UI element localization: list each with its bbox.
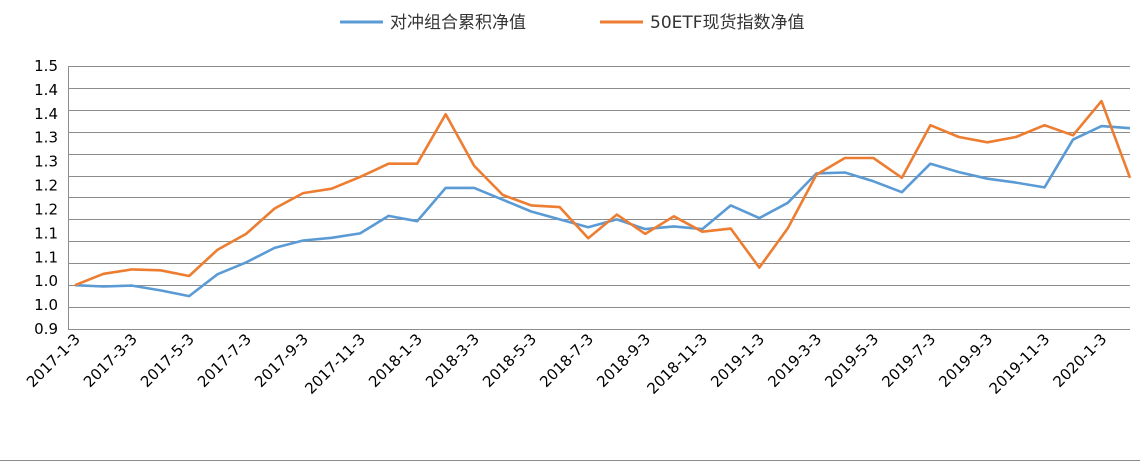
x-tick-label: 2018-3-3	[422, 330, 483, 391]
x-tick-label: 2017-5-3	[137, 330, 198, 391]
x-tick-label: 2019-5-3	[821, 330, 882, 391]
y-tick-label: 1.2	[34, 177, 58, 195]
y-tick-label: 1.4	[34, 105, 58, 123]
x-tick-label: 2018-1-3	[365, 330, 426, 391]
gridlines	[68, 66, 1130, 330]
y-tick-label: 1.4	[34, 81, 58, 99]
y-tick-label: 1.0	[34, 296, 58, 314]
y-tick-label: 1.3	[34, 129, 58, 147]
legend-label-etf: 50ETF现货指数净值	[650, 13, 805, 33]
x-tick-label: 2019-7-3	[878, 330, 939, 391]
series-line-etf	[74, 99, 1132, 287]
y-tick-label: 1.5	[34, 57, 58, 75]
x-tick-label: 2020-1-3	[1049, 330, 1110, 391]
x-tick-label: 2018-11-3	[643, 330, 711, 398]
y-tick-label: 1.3	[34, 153, 58, 171]
x-axis: 2017-1-32017-3-32017-5-32017-7-32017-9-3…	[23, 330, 1110, 398]
y-tick-label: 1.1	[34, 224, 58, 242]
y-tick-label: 1.2	[34, 200, 58, 218]
x-tick-label: 2017-9-3	[251, 330, 312, 391]
series-lines	[74, 99, 1132, 298]
y-axis: 1.5 1.4 1.4 1.3 1.3 1.2 1.2 1.1 1.1 1.0 1.0 0.9	[34, 57, 69, 338]
series-line-hedge	[74, 124, 1131, 298]
y-tick-label: 0.9	[34, 320, 58, 338]
x-tick-label: 2017-1-3	[23, 330, 84, 391]
legend: 对冲组合累积净值 50ETF现货指数净值	[340, 13, 805, 33]
x-tick-label: 2019-1-3	[707, 330, 768, 391]
y-tick-label: 1.1	[34, 248, 58, 266]
x-tick-label: 2017-7-3	[194, 330, 255, 391]
x-tick-label: 2019-3-3	[764, 330, 825, 391]
legend-label-hedge: 对冲组合累积净值	[390, 13, 526, 33]
x-tick-label: 2018-9-3	[593, 330, 654, 391]
x-tick-label: 2018-5-3	[479, 330, 540, 391]
y-tick-label: 1.0	[34, 272, 58, 290]
x-tick-label: 2019-11-3	[986, 330, 1054, 398]
x-tick-label: 2018-7-3	[536, 330, 597, 391]
x-tick-label: 2017-3-3	[80, 330, 141, 391]
x-tick-label: 2019-9-3	[935, 330, 996, 391]
x-tick-label: 2017-11-3	[301, 330, 369, 398]
